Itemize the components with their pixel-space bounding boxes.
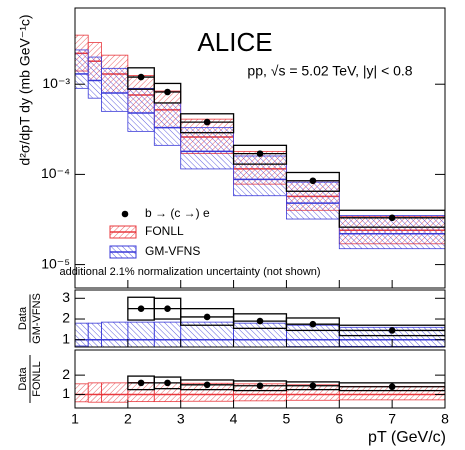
x-tick-label: 4	[230, 411, 238, 427]
y-tick-label: 1	[62, 385, 70, 401]
data-point	[203, 381, 211, 389]
plot-area	[75, 34, 445, 250]
ratio-label-num: Data	[17, 367, 29, 391]
x-tick-label: 5	[283, 411, 291, 427]
plot-area	[75, 375, 445, 403]
data-point	[203, 118, 211, 126]
ratio-label-den: FONLL	[31, 361, 43, 396]
y-tick-label: 1	[62, 330, 70, 346]
ratio-label: Data GM-VFNS	[17, 293, 43, 344]
band	[101, 321, 129, 347]
legend-label: FONLL	[145, 224, 184, 238]
legend-marker	[121, 210, 129, 218]
band	[75, 383, 89, 403]
data-point	[164, 88, 171, 96]
band	[286, 181, 340, 220]
syst-box	[285, 171, 340, 192]
x-tick-label: 7	[388, 411, 396, 427]
data-point	[256, 382, 264, 390]
data-point	[137, 73, 145, 81]
band	[233, 155, 287, 197]
band	[75, 49, 89, 89]
band	[233, 322, 287, 347]
frame	[74, 289, 446, 348]
ratio-label: Data FONLL	[17, 355, 43, 403]
x-tick-label: 3	[177, 411, 185, 427]
band	[127, 321, 155, 347]
subtitle: pp, √s = 5.02 TeV, |y| < 0.8	[247, 63, 412, 79]
data-point	[388, 327, 396, 334]
band	[180, 127, 234, 170]
band	[153, 321, 182, 347]
band	[75, 322, 89, 347]
x-tick-label: 8	[441, 411, 449, 427]
plot-area	[75, 296, 445, 347]
band	[87, 56, 102, 99]
y-tick-label: 10⁻⁴	[41, 165, 70, 181]
syst-box	[232, 144, 288, 165]
syst-box	[127, 67, 155, 90]
data-point	[309, 177, 317, 185]
x-tick-label: 1	[71, 411, 79, 427]
syst-box	[153, 82, 182, 104]
band	[127, 87, 155, 132]
band	[87, 322, 102, 347]
data-point	[309, 382, 317, 390]
data-point	[164, 379, 171, 387]
frame	[74, 7, 446, 289]
data-point	[309, 320, 317, 328]
band	[153, 102, 182, 146]
y-tick-label: 2	[62, 310, 70, 326]
y-tick-label: 3	[62, 289, 70, 305]
legend-label: GM-VFNS	[145, 244, 200, 258]
legend-label: b → (c →) e	[145, 206, 210, 220]
frame	[74, 349, 446, 409]
band	[286, 324, 340, 347]
syst-box	[180, 113, 235, 134]
note: additional 2.1% normalization uncertaint…	[59, 266, 320, 278]
data-point	[203, 313, 211, 321]
y-tick-label: 2	[62, 366, 70, 382]
ratio-label-num: Data	[17, 306, 29, 330]
data-point	[256, 317, 264, 325]
data-point	[164, 305, 171, 312]
y-axis-label: d²σ/dpT dy (mb GeV⁻¹c)	[17, 14, 33, 165]
data-point	[137, 305, 145, 312]
y-tick-label: 10⁻⁵	[41, 255, 70, 271]
data-point	[256, 150, 264, 157]
x-axis-label: pT (GeV/c)	[368, 429, 446, 446]
band	[101, 382, 129, 403]
band	[87, 382, 102, 403]
x-tick-label: 6	[335, 411, 343, 427]
ratio-label-den: GM-VFNS	[31, 293, 43, 344]
band	[101, 67, 129, 112]
x-tick-label: 2	[124, 411, 132, 427]
data-point	[137, 379, 145, 387]
data-point	[388, 383, 396, 391]
title: ALICE	[197, 27, 272, 57]
data-point	[388, 214, 396, 222]
y-tick-label: 10⁻³	[42, 75, 70, 91]
